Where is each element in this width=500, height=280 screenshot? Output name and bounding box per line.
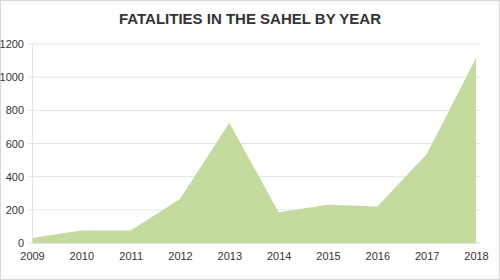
y-tick: 600 <box>6 138 32 150</box>
x-tick-label: 2018 <box>464 250 488 262</box>
area <box>32 58 476 243</box>
y-tick: 1200 <box>0 38 32 50</box>
y-tick-label: 1200 <box>0 38 24 50</box>
y-tick: 800 <box>6 104 32 116</box>
y-tick-label: 600 <box>6 138 24 150</box>
x-tick: 2016 <box>366 243 390 262</box>
x-tick-label: 2009 <box>20 250 44 262</box>
x-tick-label: 2016 <box>366 250 390 262</box>
x-axis-line <box>33 243 477 244</box>
grid-line <box>28 77 480 78</box>
grid <box>28 44 480 243</box>
x-tick-label: 2013 <box>218 250 242 262</box>
grid-line <box>28 110 480 111</box>
chart: FATALITIES IN THE SAHEL BY YEAR 0 200 400 60… <box>0 0 500 280</box>
grid-line <box>28 143 480 144</box>
y-axis-line <box>32 45 33 244</box>
x-tick: 2012 <box>168 243 192 262</box>
y-tick-label: 1000 <box>0 71 24 83</box>
x-tick: 2014 <box>267 243 291 262</box>
x-tick: 2013 <box>218 243 242 262</box>
x-tick-label: 2015 <box>316 250 340 262</box>
x-tick-label: 2012 <box>168 250 192 262</box>
title: FATALITIES IN THE SAHEL BY YEAR <box>119 10 381 27</box>
x-tick-label: 2010 <box>70 250 94 262</box>
y-tick-label: 400 <box>6 171 24 183</box>
x-tick: 2009 <box>20 243 44 262</box>
plot: 0 200 400 600 800 1000 1200 2009 2010 2011 2012 201… <box>0 38 489 262</box>
x-tick: 2015 <box>316 243 340 262</box>
y-tick: 400 <box>6 171 32 183</box>
x-tick: 2011 <box>119 243 143 262</box>
x-tick: 2010 <box>70 243 94 262</box>
x-tick: 2018 <box>464 243 488 262</box>
y-tick: 200 <box>6 204 32 216</box>
x-tick-label: 2014 <box>267 250 291 262</box>
x-tick-label: 2017 <box>415 250 439 262</box>
y-tick: 0 <box>18 237 32 249</box>
y-tick-label: 0 <box>18 237 24 249</box>
x-axis: 2009 2010 2011 2012 2013 2014 2015 2016 2017 2018 <box>20 243 488 262</box>
y-axis: 0 200 400 600 800 1000 1200 <box>0 38 33 249</box>
frame <box>1 1 500 280</box>
y-tick-label: 200 <box>6 204 24 216</box>
x-tick: 2017 <box>415 243 439 262</box>
grid-line <box>28 44 480 45</box>
y-tick-label: 800 <box>6 104 24 116</box>
y-tick: 1000 <box>0 71 32 83</box>
x-tick-label: 2011 <box>119 250 143 262</box>
marks <box>32 58 476 243</box>
